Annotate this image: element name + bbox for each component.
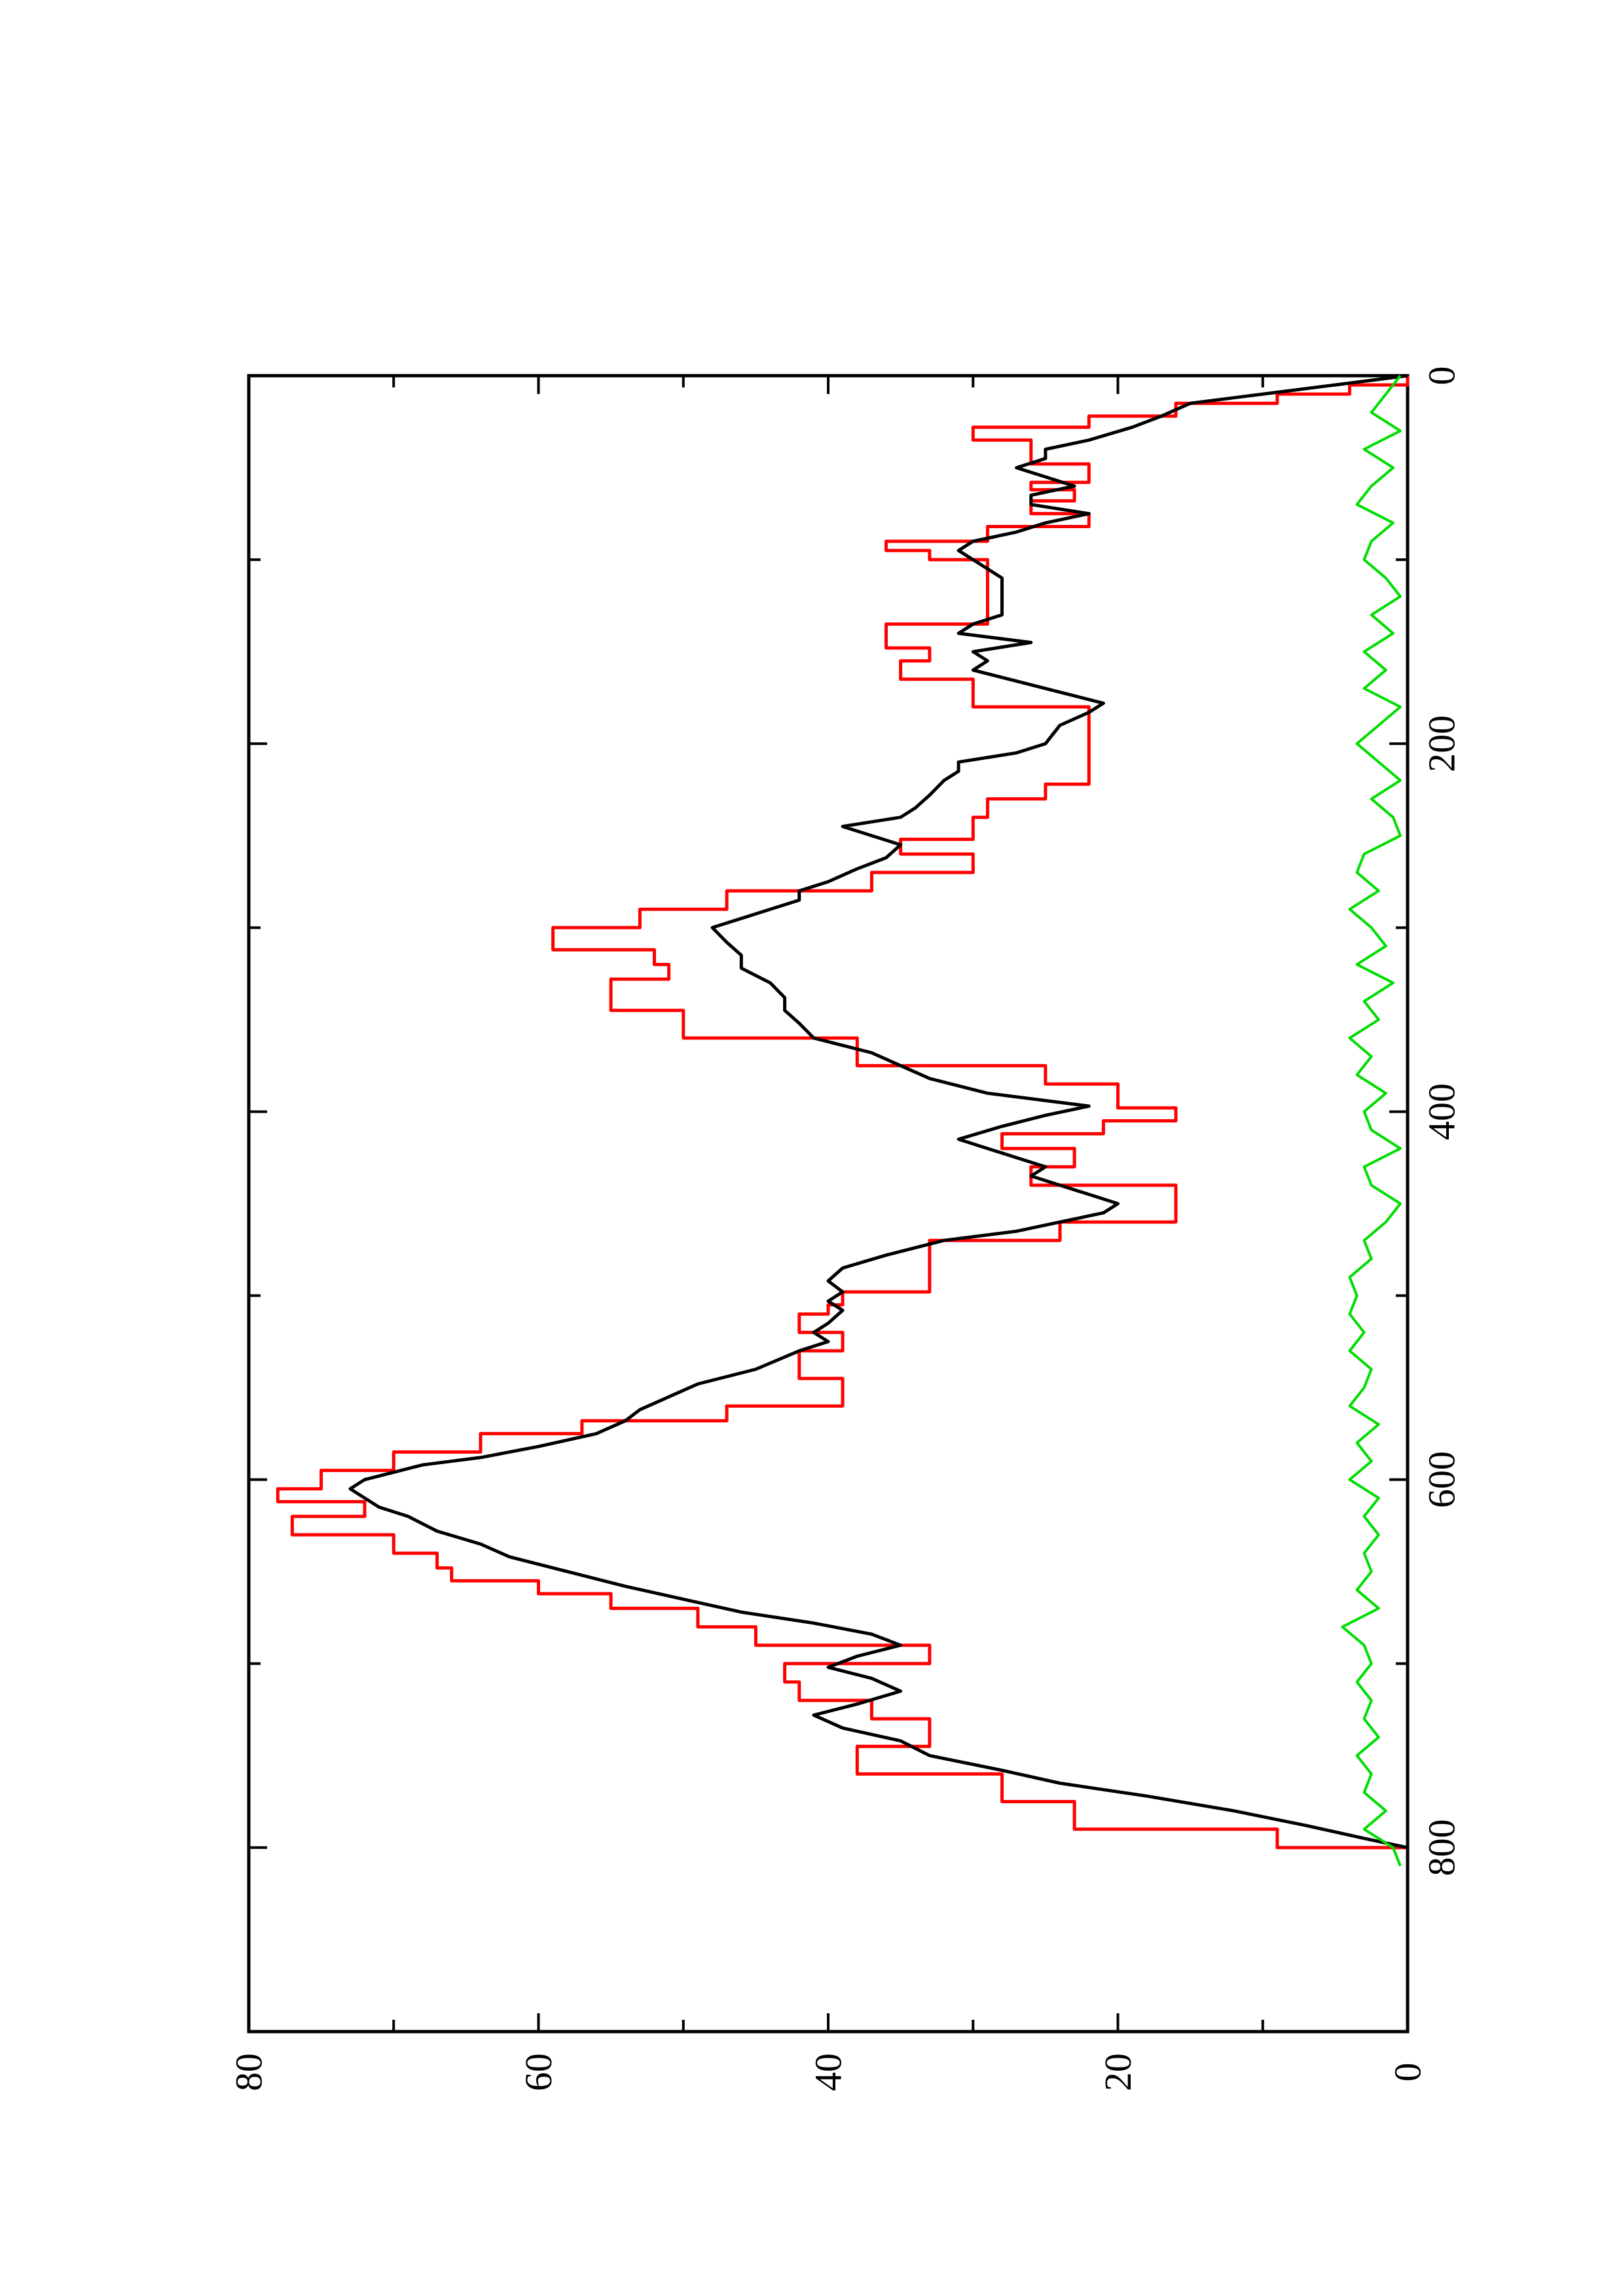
series-layer (276, 374, 1410, 1867)
x-tick-label: 400 (1421, 1083, 1463, 1140)
y-tick-label: 40 (807, 2053, 850, 2091)
series-line-1 (276, 376, 1410, 1850)
x-tick-label: 600 (1421, 1451, 1463, 1508)
y-tick-label: 80 (228, 2053, 270, 2091)
tick-labels: 0 200 400 600 800 0 20 40 60 80 (228, 367, 1463, 2092)
series-line-3 (1341, 374, 1402, 1867)
x-tick-label: 0 (1421, 367, 1463, 386)
axis-ticks (247, 374, 1409, 2032)
y-tick-label: 0 (1387, 2063, 1429, 2082)
series-line-2 (348, 374, 1408, 1850)
x-tick-label: 800 (1421, 1819, 1463, 1876)
y-tick-label: 20 (1097, 2053, 1139, 2091)
x-tick-label: 200 (1421, 715, 1463, 772)
y-tick-label: 60 (517, 2053, 560, 2091)
plot-frame (247, 374, 1410, 2034)
